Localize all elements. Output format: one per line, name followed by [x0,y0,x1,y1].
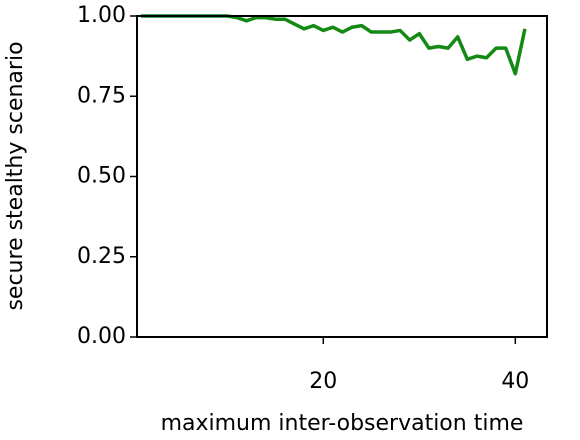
y-axis-label: secure stealthy scenario [3,41,28,310]
plot-frame [136,15,548,338]
y-tick-label: 1.00 [77,3,126,28]
y-tick-label: 0.00 [77,324,126,349]
y-tick-label: 0.25 [77,244,126,269]
data-line [140,14,527,76]
x-axis-label: maximum inter-observation time [161,411,524,436]
x-tick-label: 20 [309,369,337,394]
y-tick-label: 0.75 [77,83,126,108]
x-tick-label: 40 [501,369,529,394]
y-tick-label: 0.50 [77,164,126,189]
